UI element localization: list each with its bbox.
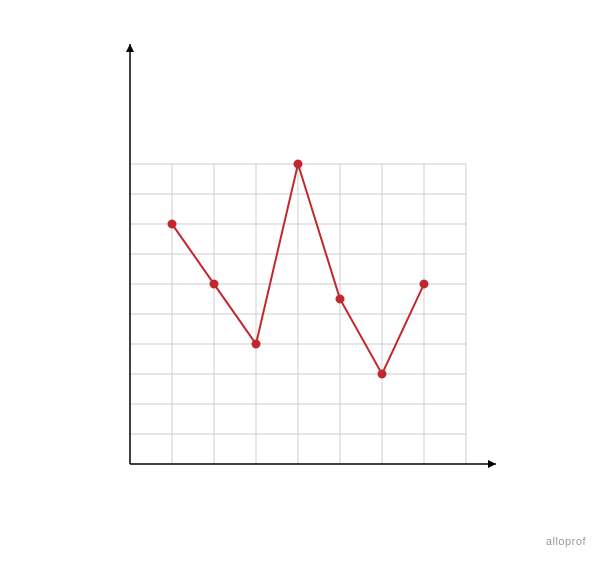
chart-container: alloprof (0, 0, 600, 556)
watermark-text: alloprof (546, 536, 586, 548)
line-chart (0, 0, 600, 556)
